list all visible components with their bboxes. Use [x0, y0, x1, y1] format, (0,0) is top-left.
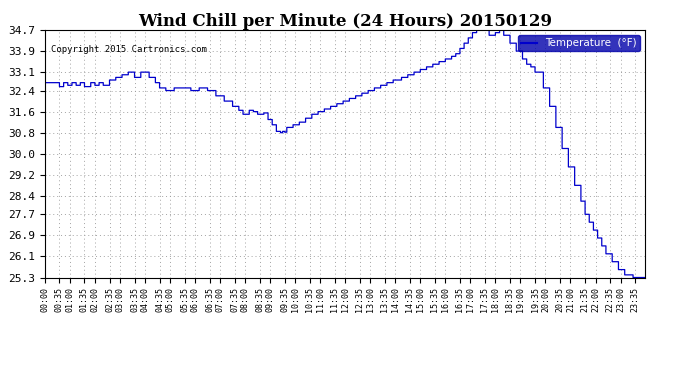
Title: Wind Chill per Minute (24 Hours) 20150129: Wind Chill per Minute (24 Hours) 2015012…: [138, 13, 552, 30]
Legend: Temperature  (°F): Temperature (°F): [518, 35, 640, 51]
Text: Copyright 2015 Cartronics.com: Copyright 2015 Cartronics.com: [51, 45, 207, 54]
